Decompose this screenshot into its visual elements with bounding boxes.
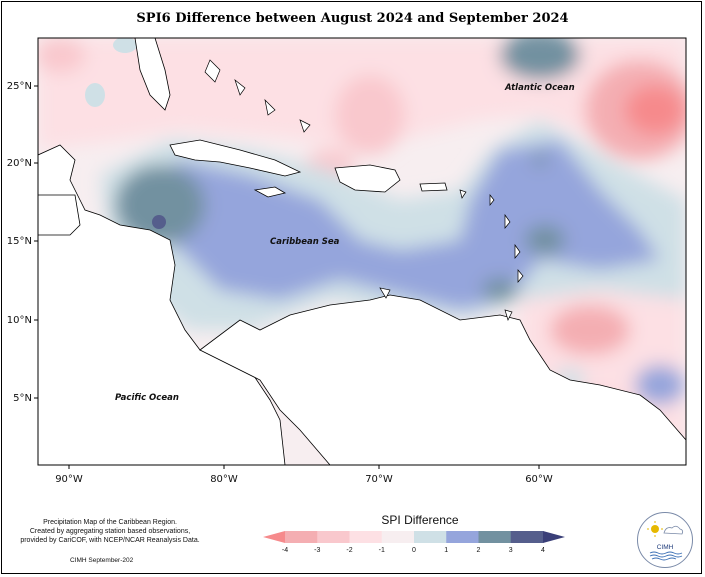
plot-border [37, 37, 687, 466]
small-islands [204, 59, 524, 321]
axis-ticks [34, 85, 540, 469]
atlantic-ocean-label: Atlantic Ocean [504, 83, 575, 93]
legend-tick-label: -1 [378, 547, 385, 554]
legend-swatch [446, 531, 479, 543]
cimh-logo: CIMH [637, 512, 693, 568]
cloud-icon [663, 525, 684, 535]
pacific-ocean-label: Pacific Ocean [115, 393, 179, 403]
land-masses [38, 38, 686, 465]
legend-swatch [478, 531, 512, 543]
lat-label-20: 20°N [7, 158, 32, 169]
legend-tick-label: 2 [476, 547, 481, 554]
lat-label-15: 15°N [7, 236, 32, 247]
legend-tick-labels: -4 -3 -2 -1 0 1 2 3 4 [0, 547, 705, 559]
lon-label-70: 70°W [365, 474, 393, 485]
lon-label-60: 60°W [525, 474, 553, 485]
footnote-line-1: Precipitation Map of the Caribbean Regio… [43, 519, 177, 526]
lat-label-25: 25°N [7, 81, 32, 92]
footnote-line-3: provided by CariCOF, with NCEP/NCAR Rean… [20, 537, 200, 544]
lon-label-90: 90°W [55, 474, 83, 485]
map-title: SPI6 Difference between August 2024 and … [136, 11, 569, 26]
map-credit: CIMH September-202 [70, 557, 134, 564]
legend-tick-label: -4 [281, 547, 289, 554]
sun-icon [651, 525, 659, 533]
sun-rays [647, 521, 663, 537]
lon-label-80: 80°W [210, 474, 238, 485]
lat-label-10: 10°N [7, 315, 32, 326]
legend-arrow-high [543, 531, 565, 543]
legend-colorbar [263, 531, 565, 543]
legend-title: SPI Difference [381, 513, 459, 527]
legend-tick-label: 0 [412, 547, 416, 554]
dark-anomaly-spot [152, 215, 166, 229]
caribbean-sea-label: Caribbean Sea [270, 237, 340, 247]
legend-swatch [317, 531, 350, 543]
legend-swatch [381, 531, 415, 543]
legend-tick-label: 1 [444, 547, 449, 554]
wave-icon [649, 551, 683, 561]
light-anomaly-spot [113, 38, 137, 53]
legend-tick-label: 4 [541, 547, 545, 554]
legend-swatch [414, 531, 447, 543]
lat-label-5: 5°N [13, 393, 32, 404]
legend-swatch [510, 531, 544, 543]
light-anomaly-spot [85, 83, 105, 107]
legend-arrow-low [263, 531, 285, 543]
footnote-line-2: Created by aggregating station based obs… [29, 528, 191, 535]
legend-tick-label: -2 [346, 547, 353, 554]
legend-swatch [285, 531, 318, 543]
legend-tick-label: 3 [508, 547, 513, 554]
legend-tick-label: -3 [314, 547, 321, 554]
anomaly-field [38, 38, 686, 465]
logo-text: CIMH [656, 544, 674, 551]
map-footnote: Precipitation Map of the Caribbean Regio… [10, 518, 210, 545]
legend-swatch [349, 531, 383, 543]
